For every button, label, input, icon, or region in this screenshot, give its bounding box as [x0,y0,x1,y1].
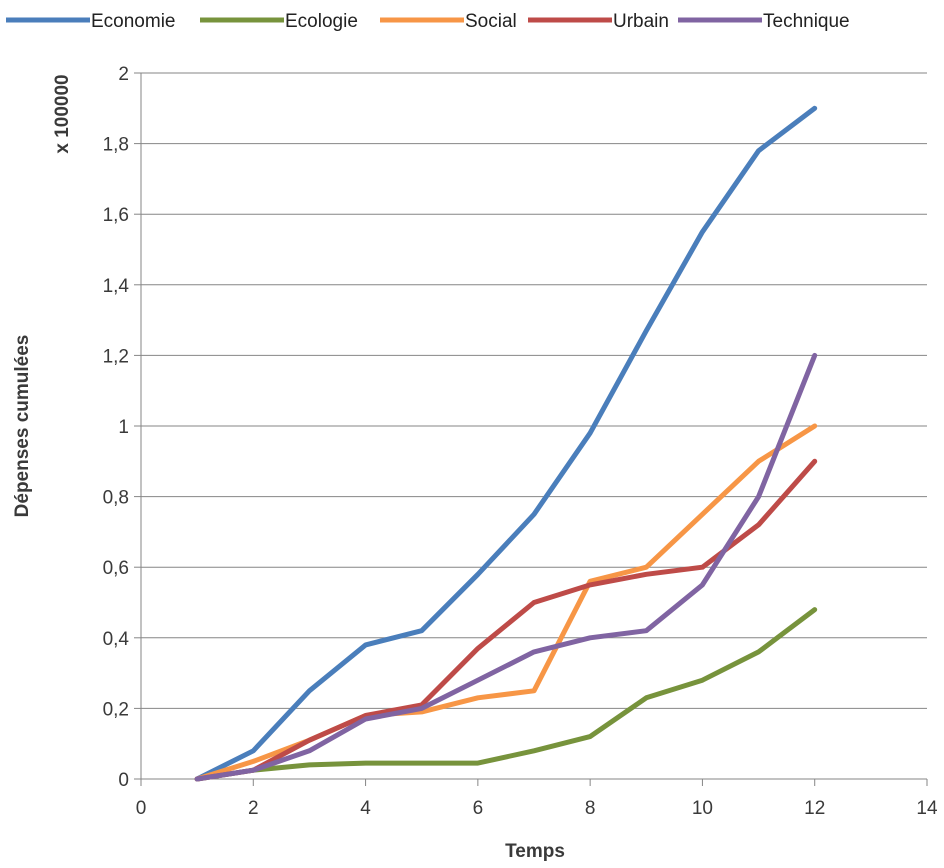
x-tick-label: 6 [473,798,484,819]
y-tick-label: 2 [118,64,129,85]
series-line-economie [194,105,818,782]
series-line-social [194,423,818,782]
y-tick-label: 0 [118,770,129,791]
series-lines [194,105,818,782]
x-tick-label: 12 [804,798,825,819]
y-tick-label: 1,6 [103,205,129,226]
legend: Economie Ecologie Social Urbain Technique [6,11,850,32]
y-tick-label: 0,6 [103,558,129,579]
x-tick-label: 10 [692,798,713,819]
x-tick-label: 8 [585,798,596,819]
series-line-ecologie [194,607,818,782]
legend-label: Social [465,11,517,32]
x-tick-label: 0 [136,798,147,819]
x-tick-label: 2 [248,798,259,819]
y-tick-label: 1 [118,417,129,438]
legend-item-urbain: Urbain [528,11,669,32]
x-tick-labels: 0 2 4 6 8 10 12 14 [136,798,938,819]
gridlines [141,72,927,709]
y-tick-label: 1,4 [103,276,130,297]
x-tick-label: 14 [916,798,938,819]
x-tick-label: 4 [360,798,371,819]
series-line-urbain [194,458,818,782]
series-line-technique [194,352,818,782]
legend-label: Ecologie [285,11,358,32]
legend-label: Technique [763,11,850,32]
legend-item-social: Social [380,11,517,32]
y-tick-label: 0,8 [103,488,129,509]
y-tick-label: 1,8 [103,135,129,156]
y-tick-label: 0,2 [103,699,129,720]
axes [134,72,928,786]
y-tick-label: 1,2 [103,346,129,367]
y-tick-labels: 0 0,2 0,4 0,6 0,8 1 1,2 1,4 1,6 1,8 2 [103,64,130,791]
y-axis-title: Dépenses cumulées [12,335,33,518]
y-tick-label: 0,4 [103,629,130,650]
x-axis-title: Temps [505,841,565,862]
legend-item-ecologie: Ecologie [200,11,358,32]
y-axis-unit-label: x 100000 [52,74,73,153]
legend-item-economie: Economie [6,11,176,32]
legend-label: Economie [91,11,176,32]
legend-label: Urbain [613,11,669,32]
legend-item-technique: Technique [678,11,850,32]
